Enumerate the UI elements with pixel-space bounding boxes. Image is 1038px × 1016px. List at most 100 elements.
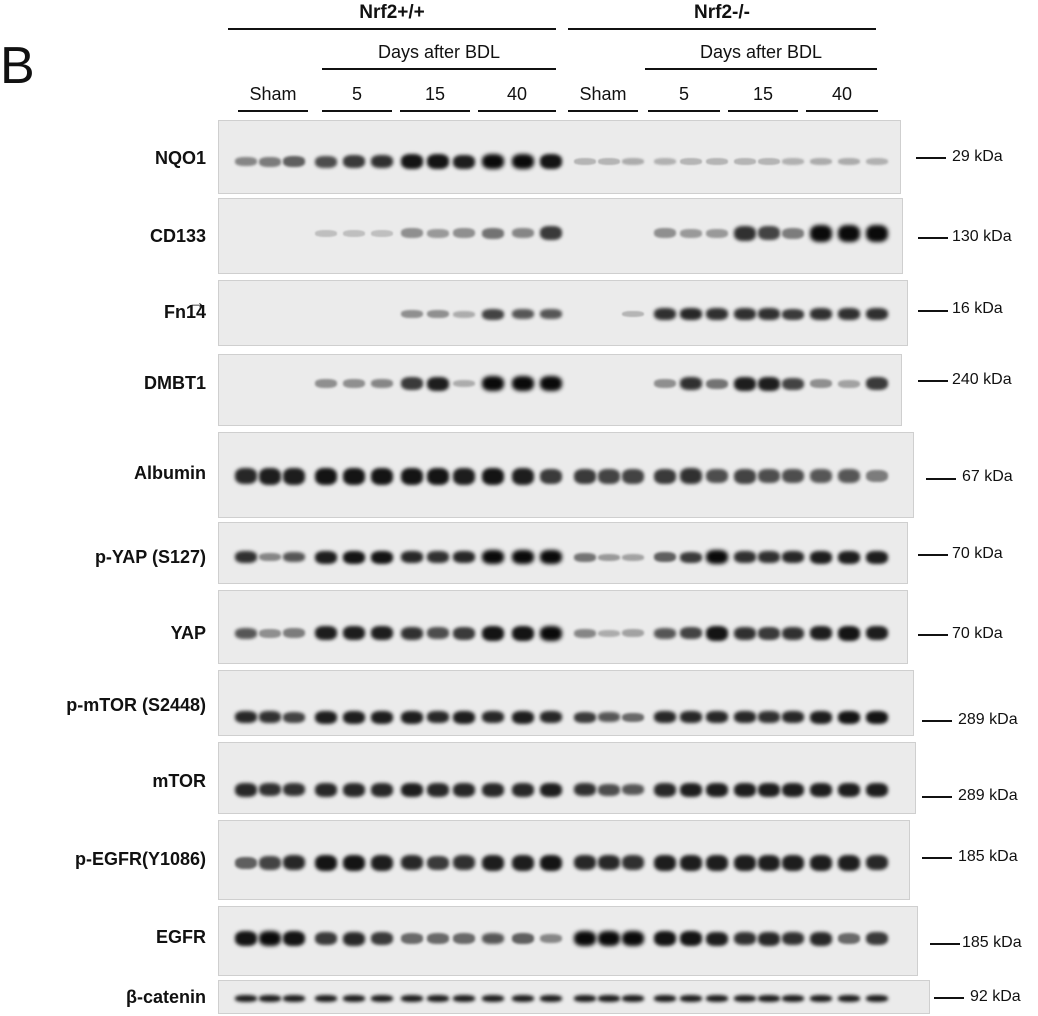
group-bracket-wt-5 [322,110,392,112]
band [598,783,620,796]
band [810,158,832,166]
band [622,855,644,871]
blot-label-mtor: mTOR [152,771,206,791]
blot-strip-dmbt1 [218,354,902,426]
blot-label-beta-catenin: β-catenin [126,987,206,1007]
band [782,782,804,797]
band [283,628,305,639]
band [315,550,337,564]
band [622,468,644,484]
group-bracket-wt-15 [400,110,470,112]
band [540,625,562,641]
blot-strip-yap [218,590,908,664]
band [782,158,804,166]
band [838,469,860,483]
band [734,468,756,484]
band [838,158,860,166]
fn14-arrow-icon: → [188,292,206,312]
band [259,931,281,946]
band [758,994,780,1002]
band [540,226,562,241]
band [235,782,257,797]
band [235,551,257,564]
band [512,228,534,239]
marker-tick-fn14 [918,310,948,312]
marker-tick-p-mtor [922,720,952,722]
band [734,854,756,871]
band [259,467,281,485]
band [427,994,449,1002]
band [235,931,257,946]
marker-tick-albumin [926,478,956,480]
band [482,550,504,565]
band [315,710,337,724]
band [574,468,596,484]
band [680,627,702,640]
band [401,551,423,564]
band [758,931,780,946]
band [782,377,804,390]
band [540,550,562,565]
group-bracket-ko-15 [728,110,798,112]
band [283,994,305,1002]
band [654,782,676,797]
band [540,994,562,1002]
band [734,376,756,391]
band [782,626,804,640]
band [758,158,780,166]
blot-label-dmbt1: DMBT1 [144,373,206,393]
band [810,710,832,724]
band [782,227,804,239]
band [482,154,504,170]
band [758,626,780,640]
marker-label-yap: 70 kDa [952,625,1003,642]
band [810,550,832,564]
band [782,469,804,483]
band [838,994,860,1002]
band [482,227,504,239]
marker-label-p-yap: 70 kDa [952,545,1003,562]
band [706,994,728,1002]
band [315,467,337,485]
band [866,377,888,391]
band [654,994,676,1002]
band [482,994,504,1002]
band [540,934,562,943]
band [371,710,393,724]
band [782,711,804,724]
band [453,467,475,485]
band [453,310,475,318]
band [680,158,702,166]
band [512,782,534,797]
blot-label-nqo1: NQO1 [154,148,206,168]
panel-letter: B [0,37,35,95]
band [512,854,534,871]
band [838,379,860,388]
band [259,711,281,724]
band [654,854,676,871]
band [734,782,756,797]
band [680,228,702,238]
band [482,467,504,485]
band [343,229,365,237]
band [401,710,423,724]
band [371,626,393,641]
band [343,782,365,797]
band [654,931,676,946]
group-bracket-ko-sham [568,110,638,112]
band [482,625,504,641]
band [482,376,504,392]
days-after-bdl-label-ko: Days after BDL [699,42,823,62]
band [758,308,780,320]
marker-label-fn14: 16 kDa [952,300,1003,317]
band [259,783,281,797]
band [758,226,780,241]
band [453,380,475,388]
band [866,470,888,482]
band [512,467,534,485]
band [401,855,423,871]
band [782,308,804,320]
marker-tick-nqo1 [916,157,946,159]
band [706,625,728,641]
band [574,994,596,1002]
